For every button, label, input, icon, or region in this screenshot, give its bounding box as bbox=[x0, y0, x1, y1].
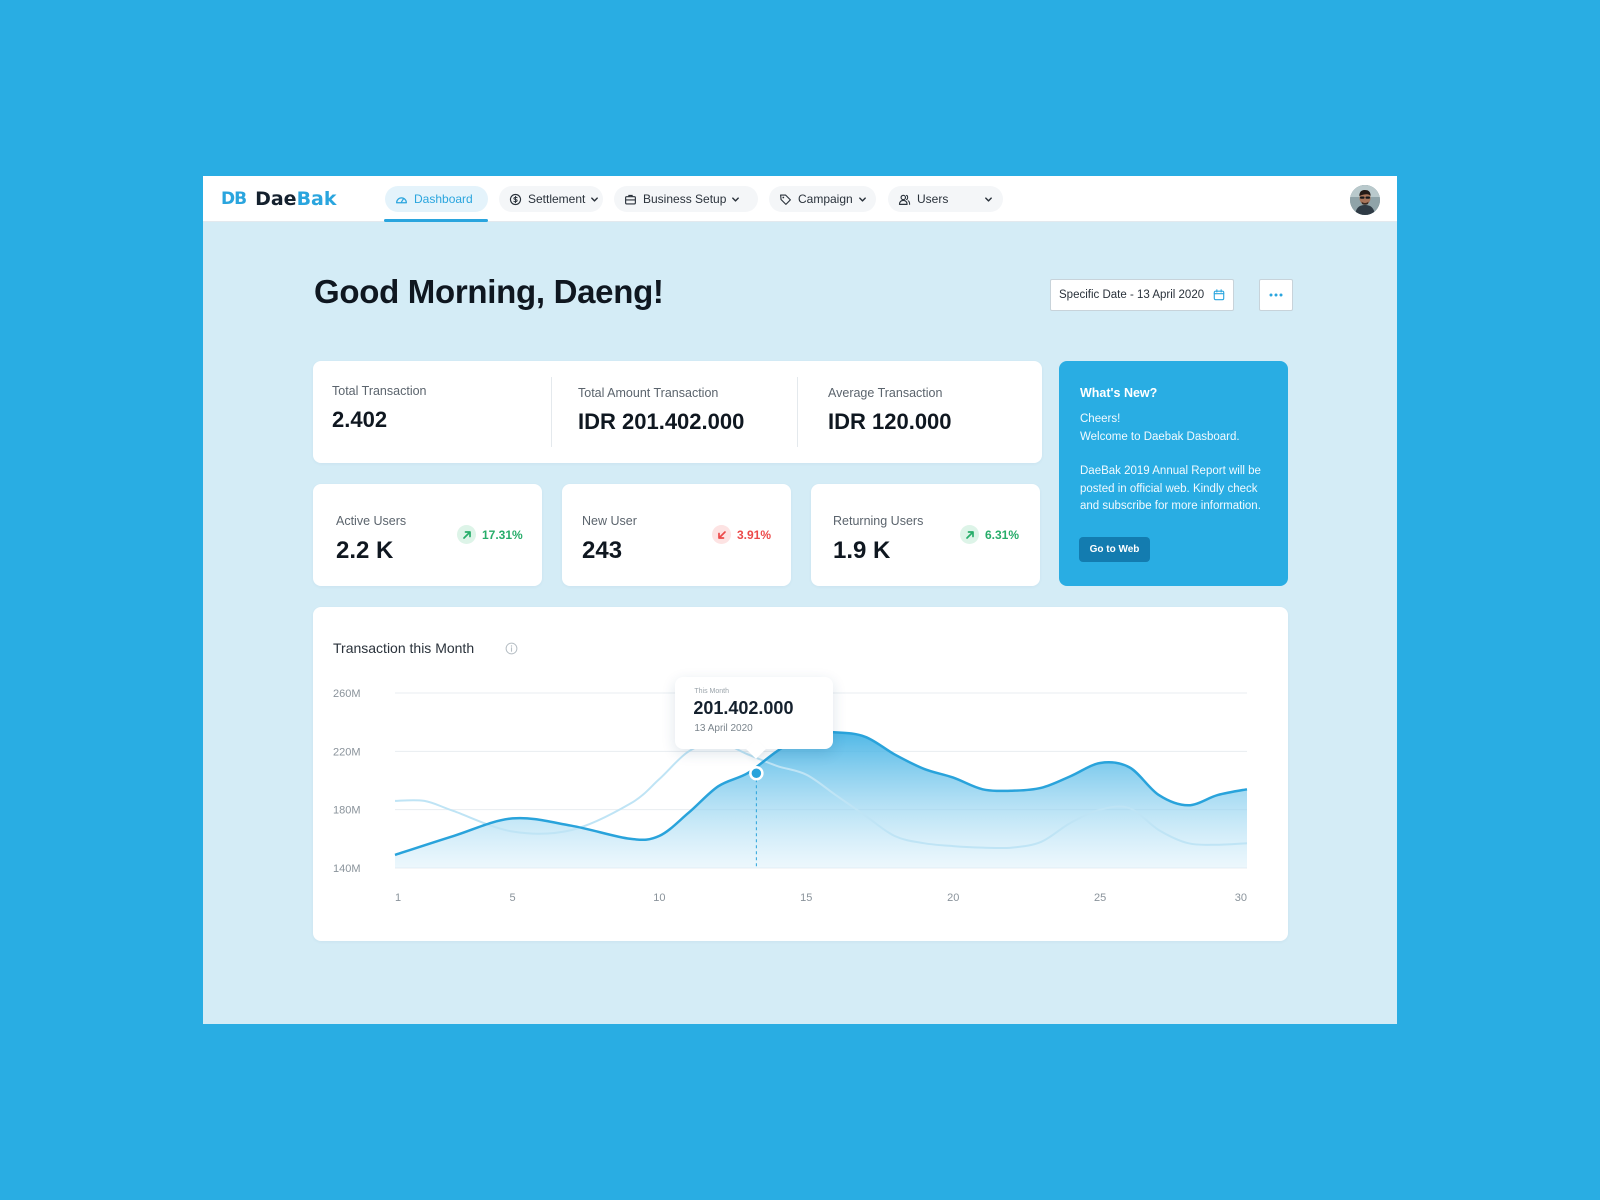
summary-value: IDR 201.402.000 bbox=[578, 409, 745, 434]
x-tick-label: 25 bbox=[1094, 892, 1106, 904]
chevron-down-icon bbox=[732, 196, 740, 202]
calendar-icon bbox=[1213, 289, 1225, 301]
more-options-button[interactable] bbox=[1259, 279, 1293, 311]
avatar[interactable] bbox=[1350, 185, 1380, 215]
trend-up-icon bbox=[457, 525, 476, 544]
comparison-series-line bbox=[394, 741, 1248, 850]
stat-label: Returning Users bbox=[833, 514, 924, 528]
brand-logo[interactable]: DB DaeBak bbox=[221, 187, 337, 211]
summary-total-amount: Total Amount Transaction IDR 201.402.000 bbox=[552, 361, 797, 463]
trend-badge: 6.31% bbox=[960, 525, 1019, 544]
date-filter-input[interactable]: Specific Date - 13 April 2020 bbox=[1050, 279, 1234, 311]
info-icon[interactable] bbox=[505, 642, 518, 655]
x-tick-label: 30 bbox=[1235, 892, 1247, 904]
logo-text-accent: Bak bbox=[296, 188, 337, 210]
stat-value: 243 bbox=[582, 537, 623, 564]
transaction-chart-card: Transaction this Month 260M 220M 180M 140M … bbox=[313, 607, 1288, 941]
stat-card-active-users: Active Users 2.2 K 17.31% bbox=[313, 484, 542, 586]
transaction-summary-card: Total Transaction 2.402 Total Amount Tra… bbox=[313, 361, 1042, 463]
stat-card-new-user: New User 243 3.91% bbox=[562, 484, 791, 586]
top-navbar: DB DaeBak Dashboard Settlement Business … bbox=[203, 176, 1397, 222]
go-to-web-button[interactable]: Go to Web bbox=[1079, 537, 1150, 562]
briefcase-icon bbox=[625, 194, 636, 205]
trend-value: 6.31% bbox=[985, 527, 1020, 542]
nav-item-users[interactable]: Users bbox=[888, 186, 1003, 212]
stat-label: Active Users bbox=[336, 514, 407, 528]
chevron-down-icon bbox=[591, 196, 599, 202]
nav-item-label: Business Setup bbox=[643, 192, 727, 206]
x-tick-label: 10 bbox=[653, 892, 665, 904]
news-paragraph: DaeBak 2019 Annual Report will be posted… bbox=[1080, 465, 1261, 512]
stat-value: 2.2 K bbox=[336, 537, 394, 564]
current-series-line bbox=[394, 730, 1248, 857]
news-line: Welcome to Daebak Dasboard. bbox=[1080, 430, 1240, 443]
coin-icon bbox=[509, 193, 522, 205]
stat-card-returning-users: Returning Users 1.9 K 6.31% bbox=[811, 484, 1040, 586]
y-tick-label: 260M bbox=[333, 688, 361, 700]
x-tick-label: 15 bbox=[800, 892, 812, 904]
date-filter-label: Specific Date - 13 April 2020 bbox=[1059, 289, 1205, 301]
speedometer-icon bbox=[396, 196, 407, 203]
nav-item-label: Dashboard bbox=[414, 192, 473, 206]
y-tick-label: 180M bbox=[333, 805, 361, 817]
y-tick-label: 220M bbox=[333, 746, 361, 758]
logo-text-primary: Dae bbox=[255, 188, 297, 210]
active-tab-indicator bbox=[384, 219, 488, 222]
nav-item-label: Campaign bbox=[798, 192, 853, 206]
tooltip-value: 201.402.000 bbox=[693, 698, 794, 719]
trend-up-icon bbox=[960, 525, 979, 544]
tooltip-date: 13 April 2020 bbox=[694, 723, 753, 735]
tooltip-label: This Month bbox=[694, 688, 729, 696]
y-tick-label: 140M bbox=[333, 863, 361, 875]
trend-value: 3.91% bbox=[737, 527, 772, 542]
nav-item-label: Settlement bbox=[528, 192, 586, 206]
logo-mark: DB bbox=[221, 189, 247, 209]
chevron-down-icon bbox=[985, 196, 992, 202]
page-title: Good Morning, Daeng! bbox=[314, 273, 664, 310]
user-avatar-icon bbox=[1350, 185, 1380, 215]
summary-divider bbox=[797, 377, 798, 447]
current-series-area bbox=[395, 731, 1247, 868]
x-tick-label: 5 bbox=[509, 892, 515, 904]
summary-label: Total Transaction bbox=[332, 384, 427, 398]
x-tick-label: 1 bbox=[395, 892, 401, 904]
nav-item-label: Users bbox=[917, 192, 949, 206]
trend-value: 17.31% bbox=[482, 527, 523, 542]
users-icon bbox=[898, 194, 911, 205]
summary-average-transaction: Average Transaction IDR 120.000 bbox=[798, 361, 1042, 463]
tag-icon bbox=[780, 193, 791, 205]
news-spacer bbox=[1080, 446, 1276, 463]
app-window: DB DaeBak Dashboard Settlement Business … bbox=[203, 176, 1397, 1024]
logo-text: DaeBak bbox=[255, 188, 336, 210]
stat-value: 1.9 K bbox=[833, 537, 891, 564]
nav-item-campaign[interactable]: Campaign bbox=[769, 186, 876, 212]
x-tick-label: 20 bbox=[947, 892, 959, 904]
chevron-down-icon bbox=[858, 196, 866, 202]
summary-label: Total Amount Transaction bbox=[578, 386, 719, 400]
chart-tooltip: This Month 201.402.000 13 April 2020 bbox=[675, 677, 834, 750]
stat-label: New User bbox=[582, 514, 637, 528]
summary-value: IDR 120.000 bbox=[828, 409, 952, 434]
nav-item-dashboard[interactable]: Dashboard bbox=[385, 186, 488, 212]
trend-badge: 17.31% bbox=[457, 525, 523, 544]
summary-divider bbox=[551, 377, 552, 447]
whats-new-card: What's New? Cheers! Welcome to Daebak Da… bbox=[1059, 361, 1288, 586]
chart-title: Transaction this Month bbox=[333, 640, 475, 656]
nav-item-business-setup[interactable]: Business Setup bbox=[614, 186, 758, 212]
tooltip-point[interactable] bbox=[749, 765, 764, 781]
news-line: Cheers! bbox=[1080, 413, 1121, 425]
trend-badge: 3.91% bbox=[712, 525, 771, 544]
summary-label: Average Transaction bbox=[828, 386, 943, 400]
summary-total-transaction: Total Transaction 2.402 bbox=[313, 361, 551, 463]
news-body: Cheers! Welcome to Daebak Dasboard. DaeB… bbox=[1080, 411, 1276, 516]
trend-down-icon bbox=[712, 525, 731, 544]
nav-item-settlement[interactable]: Settlement bbox=[499, 186, 603, 212]
summary-value: 2.402 bbox=[332, 407, 388, 432]
more-dots-icon bbox=[1269, 293, 1283, 297]
news-title: What's New? bbox=[1080, 386, 1158, 400]
